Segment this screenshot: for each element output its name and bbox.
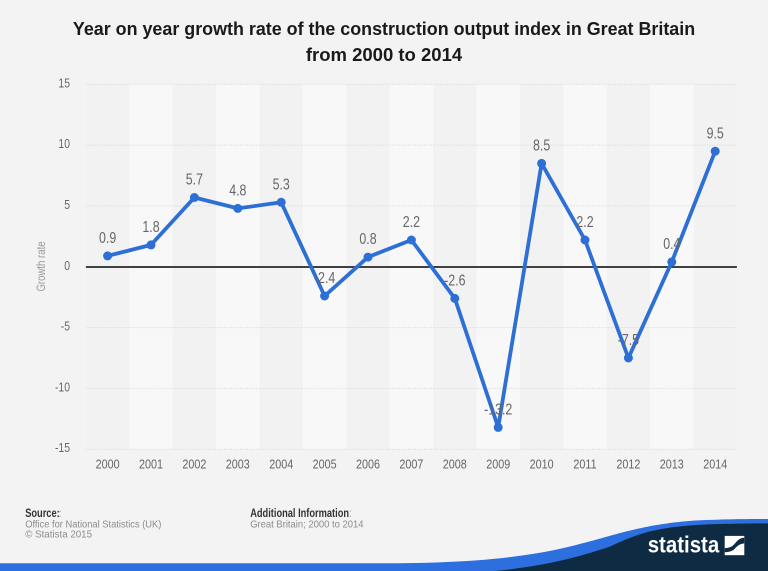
svg-text:Office for National Statistics: Office for National Statistics (UK) bbox=[25, 519, 161, 531]
svg-text:1.8: 1.8 bbox=[142, 218, 159, 236]
svg-text:Additional Information:: Additional Information: bbox=[250, 507, 351, 521]
svg-text:0: 0 bbox=[64, 259, 70, 273]
svg-text:10: 10 bbox=[58, 137, 70, 151]
svg-text:-13.2: -13.2 bbox=[484, 400, 512, 418]
svg-text:2002: 2002 bbox=[182, 457, 206, 472]
svg-text:2008: 2008 bbox=[443, 457, 467, 472]
svg-text:-2.6: -2.6 bbox=[444, 271, 466, 289]
svg-text:2005: 2005 bbox=[313, 457, 337, 472]
svg-text:2014: 2014 bbox=[703, 457, 727, 472]
svg-text:-10: -10 bbox=[55, 380, 70, 394]
svg-text:2.2: 2.2 bbox=[403, 213, 420, 231]
svg-text:2012: 2012 bbox=[616, 457, 640, 472]
svg-text:© Statista 2015: © Statista 2015 bbox=[25, 529, 92, 540]
svg-text:5.3: 5.3 bbox=[273, 175, 290, 193]
svg-text:2011: 2011 bbox=[573, 457, 597, 472]
svg-text:Growth rate: Growth rate bbox=[35, 241, 48, 291]
svg-text:0.4: 0.4 bbox=[663, 235, 680, 253]
svg-text:2013: 2013 bbox=[660, 457, 684, 472]
svg-text:8.5: 8.5 bbox=[533, 136, 550, 154]
svg-text:-2.4: -2.4 bbox=[314, 269, 336, 287]
svg-text:2000: 2000 bbox=[96, 457, 120, 472]
svg-text:5.7: 5.7 bbox=[186, 170, 203, 188]
svg-text:2007: 2007 bbox=[399, 457, 423, 472]
svg-text:2009: 2009 bbox=[486, 457, 510, 472]
svg-text:4.8: 4.8 bbox=[229, 181, 246, 199]
svg-text:5: 5 bbox=[64, 198, 70, 212]
svg-text:statista: statista bbox=[648, 532, 720, 558]
svg-text:2006: 2006 bbox=[356, 457, 380, 472]
svg-text:0.9: 0.9 bbox=[99, 229, 116, 247]
svg-text:-7.5: -7.5 bbox=[618, 331, 640, 349]
svg-text:2010: 2010 bbox=[530, 457, 554, 472]
svg-text:2.2: 2.2 bbox=[576, 213, 593, 231]
svg-text::: : bbox=[59, 508, 62, 520]
svg-text:Great Britain; 2000 to 2014: Great Britain; 2000 to 2014 bbox=[250, 519, 364, 531]
svg-text:-5: -5 bbox=[61, 320, 71, 334]
svg-text:Year on year growth rate of th: Year on year growth rate of the construc… bbox=[73, 19, 695, 39]
svg-text:2003: 2003 bbox=[226, 457, 250, 472]
svg-text:Source:: Source: bbox=[25, 507, 60, 521]
svg-text:0.8: 0.8 bbox=[359, 230, 376, 248]
svg-text:15: 15 bbox=[58, 76, 70, 90]
svg-text:2004: 2004 bbox=[269, 457, 293, 472]
svg-text:2001: 2001 bbox=[139, 457, 163, 472]
svg-text:9.5: 9.5 bbox=[707, 124, 724, 142]
svg-text:-15: -15 bbox=[55, 441, 70, 455]
svg-text:from 2000 to 2014: from 2000 to 2014 bbox=[306, 44, 463, 65]
